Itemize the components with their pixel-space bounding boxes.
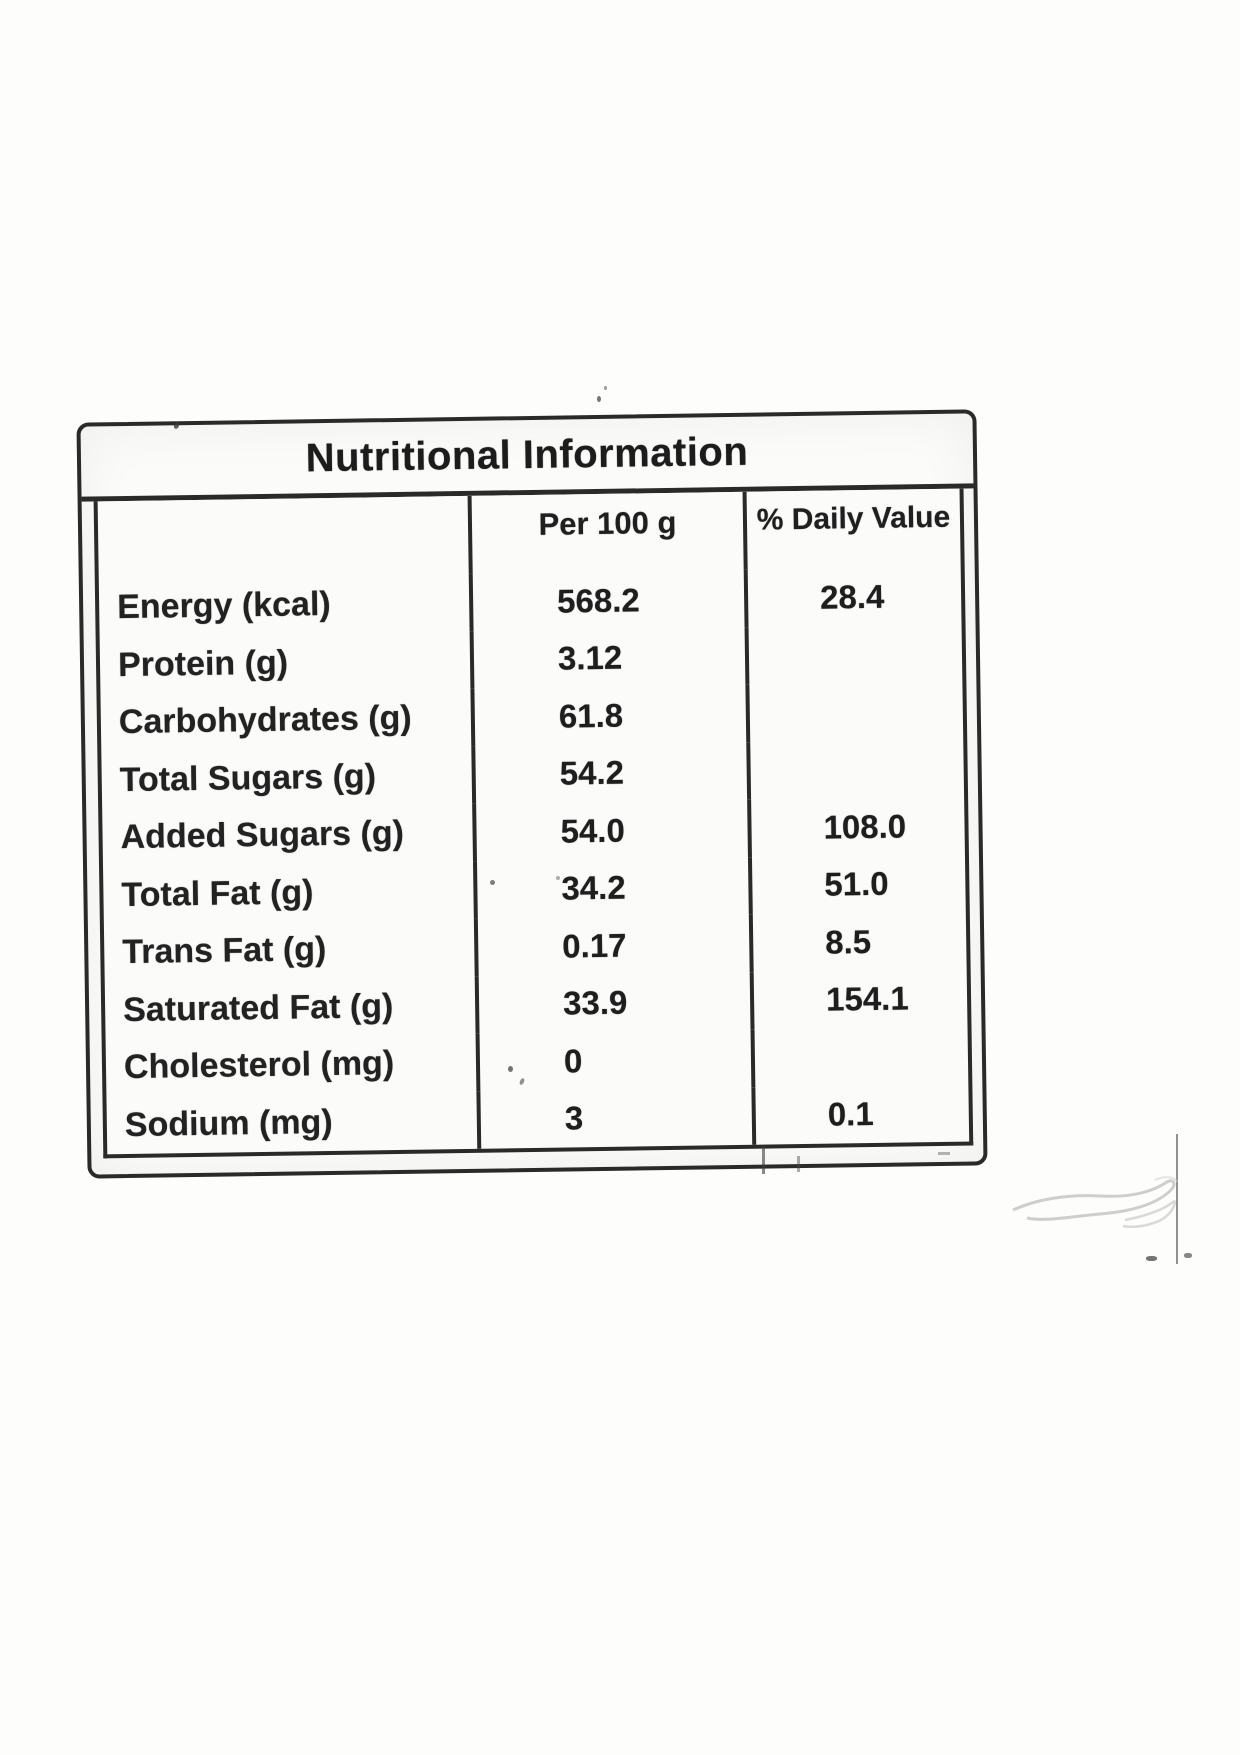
per-100g-value: 33.9 bbox=[474, 972, 751, 1034]
per-100g-value: 568.2 bbox=[468, 569, 745, 632]
per-100g-value: 3.12 bbox=[469, 627, 746, 689]
row-label: Protein (g) bbox=[117, 643, 289, 684]
scan-smudge-artifact bbox=[1012, 1176, 1178, 1228]
daily-value: 8.5 bbox=[748, 911, 967, 973]
nutrition-table: Nutritional Information Per 100 g % Dail… bbox=[76, 409, 988, 1179]
daily-value bbox=[744, 624, 963, 685]
row-label: Total Fat (g) bbox=[121, 873, 314, 914]
per-100g-value: 54.2 bbox=[471, 742, 748, 804]
per-100g-value: 0.17 bbox=[473, 914, 750, 977]
nutrition-table-body: Per 100 g % Daily Value Energy (kcal) 56… bbox=[93, 488, 974, 1159]
daily-value: 108.0 bbox=[747, 796, 965, 858]
column-header-daily-value: % Daily Value bbox=[742, 488, 961, 570]
column-header-per-100g: Per 100 g bbox=[467, 491, 744, 574]
scan-speck bbox=[1146, 1256, 1157, 1261]
row-label: Cholesterol (mg) bbox=[123, 1044, 395, 1087]
column-header-blank bbox=[98, 496, 469, 579]
row-label: Saturated Fat (g) bbox=[122, 986, 394, 1029]
daily-value: 51.0 bbox=[747, 854, 966, 915]
per-100g-value: 54.0 bbox=[472, 799, 748, 862]
row-label: Trans Fat (g) bbox=[122, 930, 327, 972]
scan-edge-line bbox=[1176, 1134, 1178, 1264]
scan-speck bbox=[597, 396, 601, 402]
daily-value bbox=[746, 739, 965, 800]
scan-speck bbox=[1184, 1253, 1192, 1258]
row-label: Sodium (mg) bbox=[124, 1102, 333, 1144]
daily-value: 28.4 bbox=[743, 566, 962, 628]
per-100g-value: 61.8 bbox=[470, 684, 747, 747]
per-100g-value: 0 bbox=[475, 1029, 752, 1092]
scan-speck bbox=[604, 386, 607, 390]
daily-value: 0.1 bbox=[751, 1084, 970, 1145]
daily-value bbox=[745, 681, 964, 743]
row-label: Total Sugars (g) bbox=[119, 757, 377, 799]
row-label: Added Sugars (g) bbox=[120, 814, 405, 857]
table-title: Nutritional Information bbox=[305, 429, 749, 480]
daily-value: 154.1 bbox=[749, 969, 968, 1030]
row-label: Carbohydrates (g) bbox=[118, 699, 412, 742]
table-title-band: Nutritional Information bbox=[80, 413, 974, 502]
row-label: Energy (kcal) bbox=[116, 585, 331, 627]
per-100g-value: 3 bbox=[476, 1087, 753, 1149]
per-100g-value: 34.2 bbox=[472, 857, 749, 919]
daily-value bbox=[750, 1026, 969, 1088]
